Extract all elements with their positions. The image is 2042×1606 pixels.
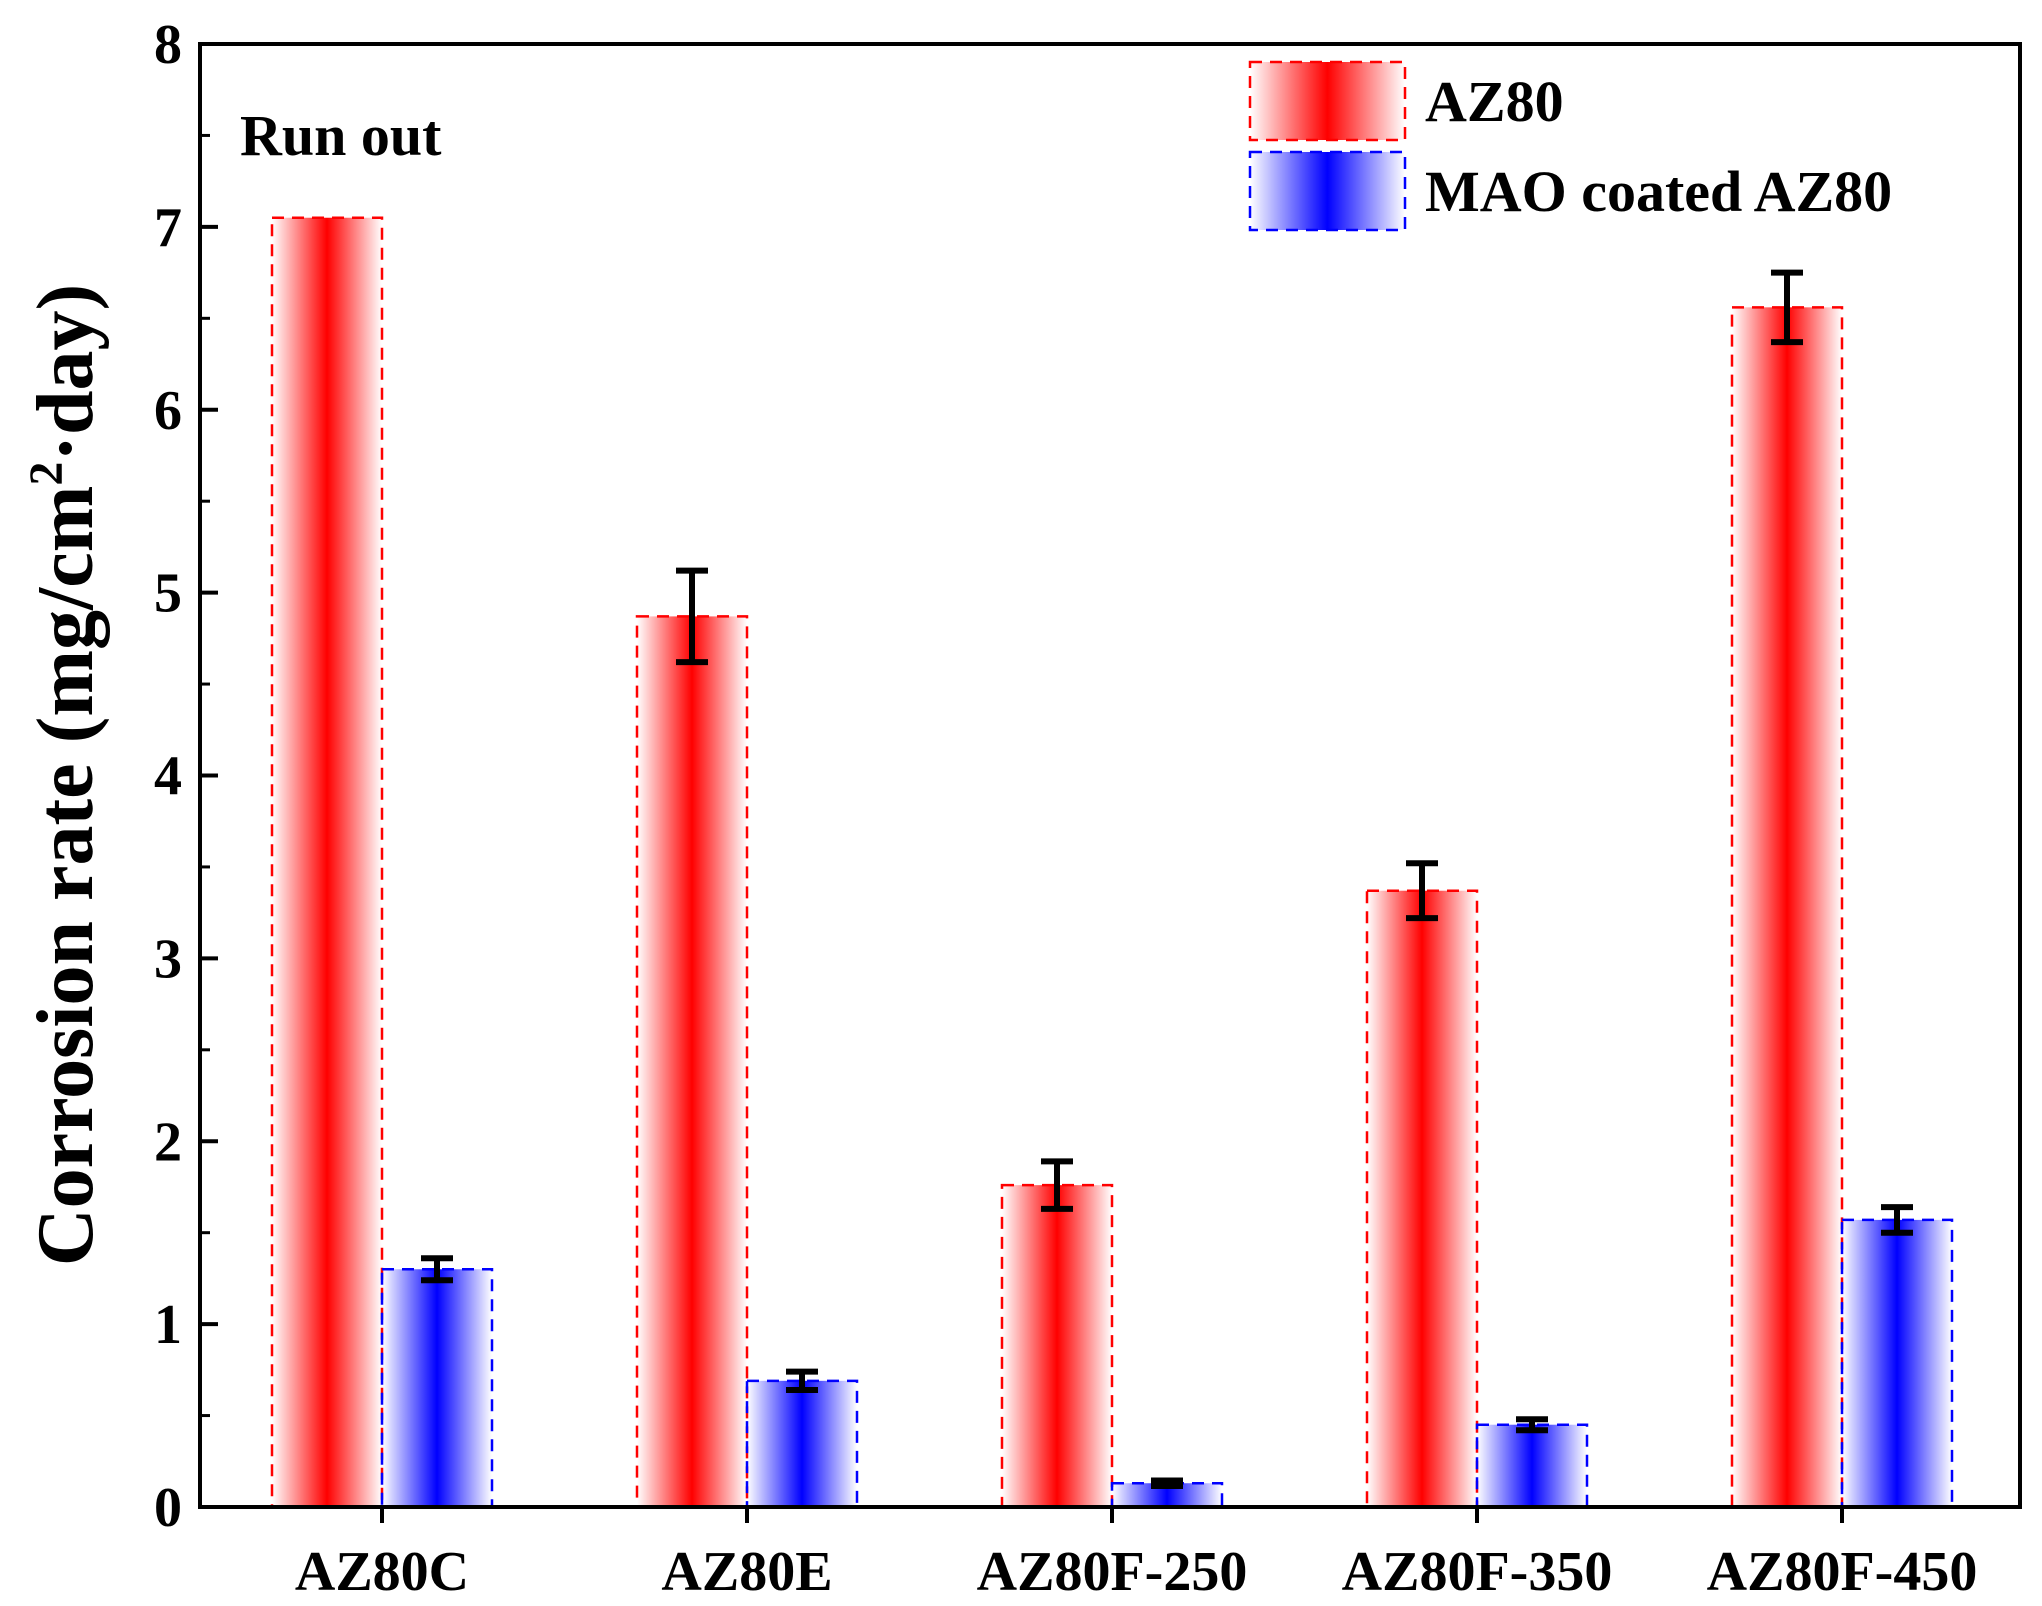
legend-label-mao: MAO coated AZ80 [1425, 159, 1892, 224]
x-tick-label: AZ80F-450 [1707, 1541, 1978, 1603]
bar-az80-az80e [635, 615, 749, 1509]
y-tick-label: 8 [154, 14, 182, 76]
bar-az80-az80f-250 [1000, 1183, 1114, 1509]
bar-az80-az80f-350 [1365, 889, 1479, 1509]
legend-label-az80: AZ80 [1425, 69, 1564, 134]
bar-az80-az80c [270, 216, 384, 1509]
y-tick-label: 4 [154, 746, 182, 808]
y-tick-label: 7 [154, 197, 182, 259]
bar-az80-az80f-450 [1730, 306, 1844, 1509]
x-tick-label: AZ80F-350 [1342, 1541, 1613, 1603]
legend-swatch-mao [1248, 150, 1407, 232]
bar-mao-az80e [745, 1379, 859, 1509]
bar-mao-az80c [380, 1268, 494, 1509]
x-tick-label: AZ80E [661, 1541, 832, 1603]
x-axis: AZ80C AZ80E AZ80F-250 AZ80F-350 AZ80F-450 [295, 1507, 1977, 1603]
y-tick-label: 1 [154, 1294, 182, 1356]
y-tick-label: 0 [154, 1477, 182, 1539]
x-tick-label: AZ80C [295, 1541, 469, 1603]
bars-layer [270, 216, 1954, 1509]
bar-mao-az80f-450 [1840, 1218, 1954, 1509]
y-axis: 0 1 2 3 4 5 6 7 8 [154, 14, 218, 1539]
error-bars-layer [421, 269, 1913, 1489]
legend-swatch-az80 [1248, 60, 1407, 142]
y-tick-label: 6 [154, 380, 182, 442]
x-tick-label: AZ80F-250 [977, 1541, 1248, 1603]
run-out-annotation: Run out [240, 103, 442, 168]
y-axis-title: Corrosion rate (mg/cm2·day) [20, 284, 110, 1266]
y-tick-label: 5 [154, 563, 182, 625]
y-tick-label: 2 [154, 1111, 182, 1173]
legend: AZ80 MAO coated AZ80 [1248, 60, 1892, 232]
bar-mao-az80f-350 [1475, 1423, 1589, 1509]
y-tick-label: 3 [154, 928, 182, 990]
